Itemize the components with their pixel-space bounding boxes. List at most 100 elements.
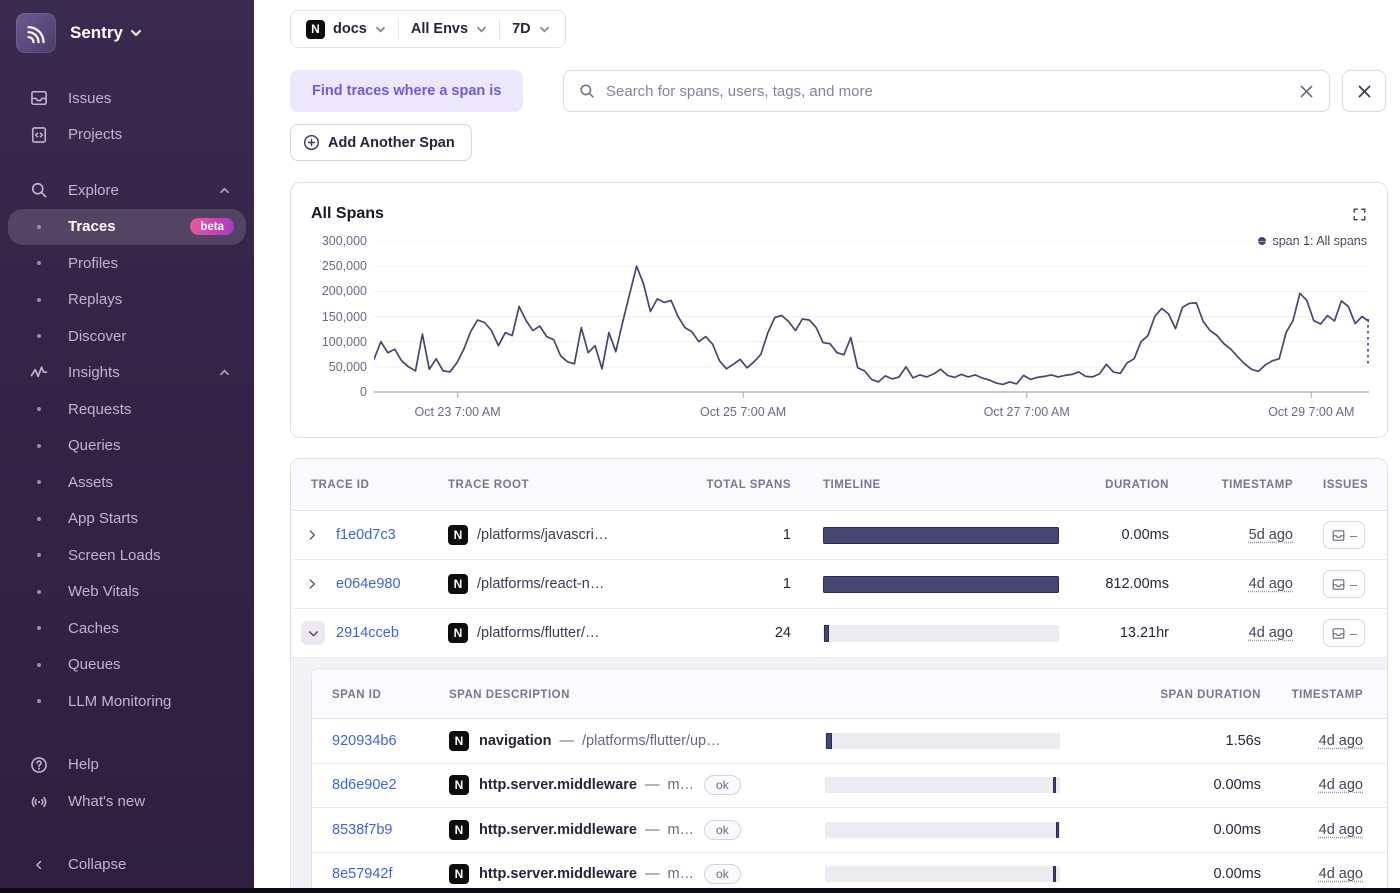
span-id-link[interactable]: 8538f7b9 bbox=[332, 821, 393, 838]
trace-id-link[interactable]: 2914cceb bbox=[336, 625, 399, 641]
span-timestamp-link[interactable]: 4d ago bbox=[1318, 777, 1363, 794]
sidebar-item-label: Help bbox=[68, 756, 99, 773]
sidebar-item-label: Web Vitals bbox=[68, 583, 140, 601]
trace-row-expanded[interactable]: 2914cceb N /platforms/flutter/… 24 13.21… bbox=[291, 609, 1387, 658]
sidebar-item-label: Projects bbox=[68, 126, 123, 144]
timestamp-link[interactable]: 5d ago bbox=[1248, 527, 1293, 543]
org-switcher[interactable]: Sentry bbox=[16, 13, 142, 53]
sidebar-item-insights[interactable]: Insights bbox=[8, 355, 246, 392]
sidebar-item-traces[interactable]: Traces beta bbox=[8, 208, 246, 245]
col-trace-id: TRACE ID bbox=[311, 479, 370, 491]
trace-id-link[interactable]: f1e0d7c3 bbox=[336, 527, 396, 543]
sidebar-item-replays[interactable]: Replays bbox=[8, 282, 246, 319]
expanded-trace-section: SPAN ID SPAN DESCRIPTION SPAN DURATION T… bbox=[291, 658, 1387, 891]
trace-id-link[interactable]: e064e980 bbox=[336, 576, 401, 592]
sidebar-item-explore[interactable]: Explore bbox=[8, 172, 246, 209]
issues-icon bbox=[1332, 529, 1345, 541]
timestamp-link[interactable]: 4d ago bbox=[1248, 576, 1293, 592]
line-chart bbox=[374, 241, 1369, 398]
span-timeline-bar bbox=[825, 866, 1060, 883]
sidebar-collapse-button[interactable]: Collapse bbox=[8, 846, 246, 883]
bullet-icon bbox=[28, 589, 50, 594]
sidebar-item-label: Insights bbox=[68, 364, 120, 382]
sidebar-item-label: LLM Monitoring bbox=[68, 692, 172, 710]
sidebar-item-what-s-new[interactable]: What's new bbox=[8, 783, 246, 820]
trace-row[interactable]: f1e0d7c3 N /platforms/javascri… 1 0.00ms… bbox=[291, 511, 1387, 560]
span-id-link[interactable]: 8e57942f bbox=[332, 866, 393, 883]
environment-selector[interactable]: All Envs bbox=[411, 21, 487, 37]
y-tick-label: 250,000 bbox=[321, 259, 367, 274]
divider bbox=[397, 19, 399, 39]
project-selector-label: docs bbox=[333, 21, 367, 37]
clear-search-icon[interactable] bbox=[1298, 83, 1315, 100]
span-timestamp-link[interactable]: 4d ago bbox=[1318, 866, 1363, 883]
sidebar-item-queues[interactable]: Queues bbox=[8, 647, 246, 684]
bullet-icon bbox=[28, 662, 50, 667]
span-search-input[interactable] bbox=[606, 82, 1288, 100]
find-traces-button[interactable]: Find traces where a span is bbox=[290, 70, 524, 112]
issues-count-dash: – bbox=[1349, 576, 1358, 592]
sidebar-item-label: Caches bbox=[68, 619, 119, 637]
sidebar-item-web-vitals[interactable]: Web Vitals bbox=[8, 574, 246, 611]
col-total-spans: TOTAL SPANS bbox=[706, 479, 791, 491]
bullet-icon bbox=[28, 224, 50, 229]
date-range-selector[interactable]: 7D bbox=[512, 21, 550, 37]
issues-button[interactable]: – bbox=[1323, 521, 1365, 549]
sidebar-item-queries[interactable]: Queries bbox=[8, 428, 246, 465]
span-id-link[interactable]: 920934b6 bbox=[332, 732, 397, 749]
issues-button[interactable]: – bbox=[1323, 570, 1365, 598]
viewport-bottom-edge bbox=[0, 888, 1400, 893]
bullet-icon bbox=[28, 516, 50, 521]
span-timestamp-link[interactable]: 4d ago bbox=[1318, 821, 1363, 838]
project-selector[interactable]: N docs bbox=[306, 19, 386, 39]
sidebar-item-llm-monitoring[interactable]: LLM Monitoring bbox=[8, 683, 246, 720]
sentry-logo bbox=[16, 13, 56, 53]
sidebar-item-label: Explore bbox=[68, 181, 119, 199]
date-range-label: 7D bbox=[512, 21, 531, 37]
expand-chevron-icon[interactable] bbox=[305, 528, 319, 542]
span-status-badge: ok bbox=[704, 819, 741, 840]
span-id-link[interactable]: 8d6e90e2 bbox=[332, 777, 397, 794]
span-duration: 1.56s bbox=[1225, 732, 1261, 749]
sidebar-item-issues[interactable]: Issues bbox=[8, 80, 246, 117]
sidebar-item-discover[interactable]: Discover bbox=[8, 318, 246, 355]
close-icon bbox=[1358, 85, 1370, 97]
sidebar: Sentry Issues Projects Explore Traces beta Pr… bbox=[0, 0, 254, 893]
span-status-badge: ok bbox=[704, 864, 741, 885]
total-spans: 1 bbox=[782, 527, 791, 543]
sidebar-item-screen-loads[interactable]: Screen Loads bbox=[8, 537, 246, 574]
sidebar-item-label: Queries bbox=[68, 437, 121, 455]
sidebar-item-help[interactable]: Help bbox=[8, 746, 246, 783]
sidebar-item-requests[interactable]: Requests bbox=[8, 391, 246, 428]
col-timeline: TIMELINE bbox=[823, 479, 881, 491]
span-description: /platforms/flutter/up… bbox=[582, 732, 721, 749]
nextjs-icon: N bbox=[306, 19, 325, 39]
issues-button[interactable]: – bbox=[1323, 619, 1365, 647]
expand-chevron-icon[interactable] bbox=[305, 577, 319, 591]
span-search-box[interactable] bbox=[563, 70, 1330, 112]
sidebar-item-profiles[interactable]: Profiles bbox=[8, 245, 246, 282]
sidebar-item-caches[interactable]: Caches bbox=[8, 610, 246, 647]
trace-row[interactable]: e064e980 N /platforms/react-n… 1 812.00m… bbox=[291, 560, 1387, 609]
sidebar-item-projects[interactable]: Projects bbox=[8, 117, 246, 154]
span-op: navigation bbox=[479, 732, 552, 749]
remove-span-filter-button[interactable] bbox=[1342, 70, 1386, 112]
timestamp-link[interactable]: 4d ago bbox=[1248, 625, 1293, 641]
sidebar-item-assets[interactable]: Assets bbox=[8, 464, 246, 501]
y-tick-label: 300,000 bbox=[321, 234, 367, 248]
collapse-chevron-icon[interactable] bbox=[301, 621, 325, 645]
chevron-up-icon bbox=[219, 369, 230, 376]
sidebar-item-label: App Starts bbox=[68, 510, 139, 528]
fullscreen-icon[interactable] bbox=[1352, 207, 1367, 222]
bullet-icon bbox=[28, 443, 50, 448]
y-tick-label: 0 bbox=[360, 385, 367, 399]
span-timestamp-link[interactable]: 4d ago bbox=[1318, 732, 1363, 749]
spans-subtable-header: SPAN ID SPAN DESCRIPTION SPAN DURATION T… bbox=[312, 669, 1387, 719]
sidebar-item-label: Profiles bbox=[68, 254, 119, 272]
add-another-span-button[interactable]: Add Another Span bbox=[290, 124, 472, 161]
sidebar-item-app-starts[interactable]: App Starts bbox=[8, 501, 246, 538]
